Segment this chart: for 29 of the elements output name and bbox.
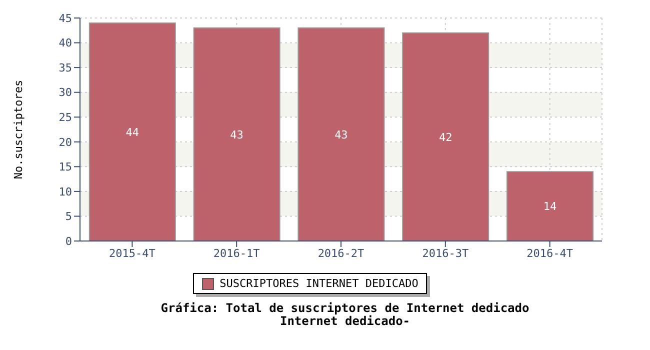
bar xyxy=(88,22,176,241)
y-tick-label: 10 xyxy=(58,185,72,198)
bar xyxy=(402,32,490,241)
x-tick-label: 2016-1T xyxy=(213,246,260,260)
data-label: 14 xyxy=(543,200,557,214)
data-label: 43 xyxy=(334,128,348,142)
y-tick-label: 35 xyxy=(58,61,72,74)
x-tick-label: 2016-4T xyxy=(526,246,574,260)
y-tick-label: 25 xyxy=(58,111,72,124)
y-tick-label: 20 xyxy=(58,136,72,149)
data-label: 42 xyxy=(438,130,452,144)
bar xyxy=(298,27,385,241)
x-tick-label: 2015-4T xyxy=(109,246,156,260)
bar xyxy=(193,27,280,241)
y-tick-label: 45 xyxy=(58,12,72,25)
text: Internet dedicado- xyxy=(278,314,412,328)
bar xyxy=(506,171,594,241)
text: SUSCRIPTORES INTERNET DEDICADO xyxy=(220,277,418,290)
x-tick-label: 2016-3T xyxy=(422,246,469,260)
data-label: 43 xyxy=(230,128,244,142)
y-axis-title: No.suscriptores xyxy=(12,80,25,180)
y-tick-label: 0 xyxy=(65,234,72,248)
y-tick-label: 5 xyxy=(65,210,72,224)
y-tick-label: 30 xyxy=(58,86,72,100)
data-label: 44 xyxy=(126,126,140,139)
x-tick-label: 2016-2T xyxy=(318,246,365,260)
text: Gráfica: Total de suscriptores de Internet dedicado xyxy=(160,301,530,315)
y-tick-label: 15 xyxy=(58,160,72,174)
y-tick-label: 40 xyxy=(58,36,72,50)
